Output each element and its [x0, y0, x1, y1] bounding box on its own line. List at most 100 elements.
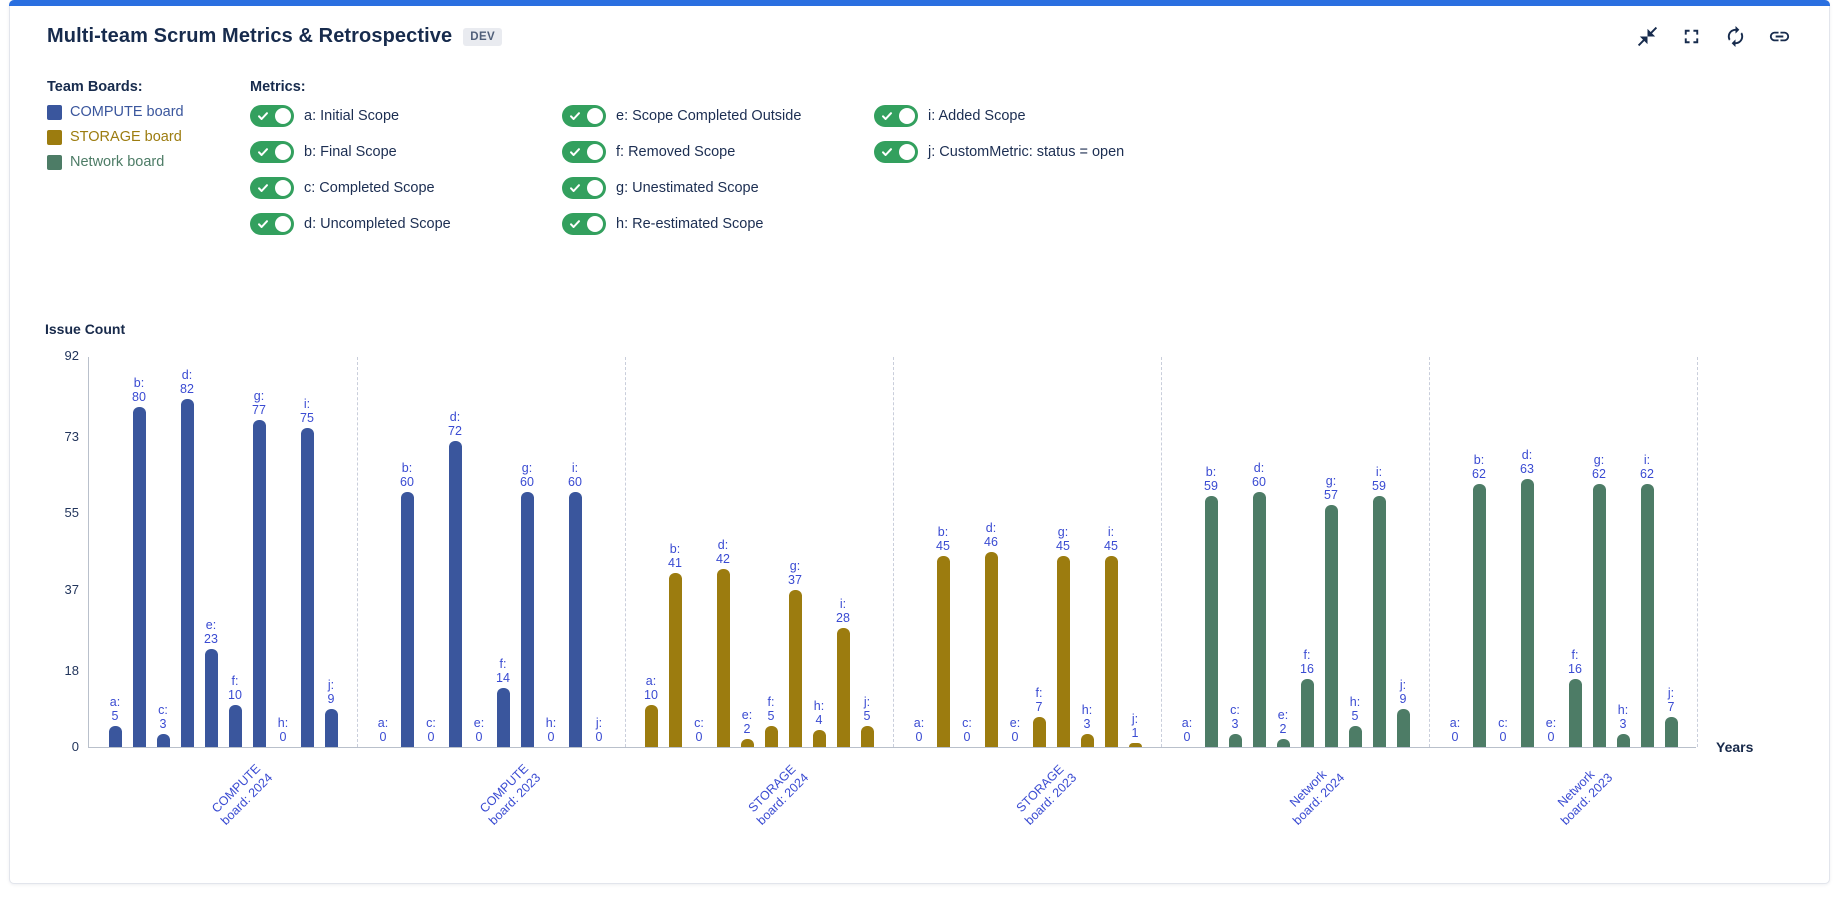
metrics-column: e: Scope Completed Outside f: Removed Sco…: [562, 105, 874, 235]
legend-board-item[interactable]: COMPUTE board: [47, 104, 184, 120]
metric-toggle[interactable]: [874, 141, 918, 163]
metric-toggle[interactable]: [250, 177, 294, 199]
bar-value-label: g: 60: [520, 461, 534, 489]
metric-toggle[interactable]: [562, 141, 606, 163]
metric-bar[interactable]: [1080, 734, 1094, 747]
metric-bar[interactable]: [400, 492, 414, 747]
bar-value-label: h: 4: [813, 699, 825, 727]
metric-bar[interactable]: [496, 687, 510, 747]
board-label: STORAGE board: [70, 129, 182, 145]
metric-bar[interactable]: [1228, 734, 1242, 747]
bar-value-label: b: 62: [1472, 452, 1486, 481]
bar-value-label: d: 63: [1520, 448, 1534, 477]
bar-value-label: c: 0: [426, 716, 436, 744]
metric-bar[interactable]: [1276, 738, 1290, 747]
metric-label: h: Re-estimated Scope: [616, 216, 764, 232]
metric-toggle[interactable]: [250, 213, 294, 235]
metric-bar[interactable]: [740, 738, 754, 747]
bar-value-label: a: 0: [1181, 716, 1193, 744]
metric-bar[interactable]: [668, 572, 682, 747]
metric-bar[interactable]: [156, 734, 170, 747]
metric-bar[interactable]: [180, 398, 194, 747]
toggle-knob: [899, 108, 915, 124]
bar-value-label: h: 0: [277, 716, 289, 744]
bar-value-label: f: 7: [1035, 686, 1043, 715]
link-icon[interactable]: [1768, 25, 1791, 48]
metric-bar[interactable]: [1616, 734, 1630, 747]
collapse-icon[interactable]: [1636, 25, 1659, 48]
metric-bar[interactable]: [1128, 742, 1142, 747]
metric-toggle[interactable]: [250, 105, 294, 127]
metric-bar[interactable]: [108, 725, 122, 747]
metric-bar[interactable]: [1640, 483, 1654, 747]
board-color-swatch: [47, 129, 62, 145]
metric-bar[interactable]: [1032, 717, 1046, 747]
y-tick-label: 18: [64, 662, 79, 678]
metric-bar[interactable]: [1204, 496, 1218, 747]
metric-bar[interactable]: [716, 568, 730, 747]
metric-toggle-row: i: Added Scope: [874, 105, 1186, 127]
metric-toggle[interactable]: [562, 213, 606, 235]
legend-board-item[interactable]: Network board: [47, 154, 184, 170]
metric-bar[interactable]: [1396, 708, 1410, 747]
metric-bar[interactable]: [568, 492, 582, 747]
metric-bar[interactable]: [300, 428, 314, 747]
metrics-column: a: Initial Scope b: Final Scope c: Complet…: [250, 105, 562, 235]
dashboard-gadget-card: Multi-team Scrum Metrics & Retrospective…: [9, 0, 1830, 884]
metric-bar[interactable]: [1300, 679, 1314, 747]
metric-bar[interactable]: [812, 730, 826, 747]
bar-value-label: j: 9: [1399, 677, 1407, 706]
check-icon: [570, 220, 580, 228]
fullscreen-icon[interactable]: [1680, 25, 1703, 48]
bar-value-label: d: 72: [448, 410, 462, 438]
metric-toggle[interactable]: [874, 105, 918, 127]
bar-value-label: a: 0: [913, 716, 925, 744]
metric-bar[interactable]: [132, 407, 146, 747]
metric-bar[interactable]: [1472, 483, 1486, 747]
bar-value-label: c: 0: [1498, 716, 1508, 744]
legend-board-item[interactable]: STORAGE board: [47, 129, 184, 145]
metric-toggle-row: f: Removed Scope: [562, 141, 874, 163]
bar-value-label: i: 62: [1640, 452, 1654, 481]
group-separator: [625, 357, 626, 747]
y-tick-label: 55: [64, 505, 79, 521]
metric-bar[interactable]: [1568, 679, 1582, 747]
metric-bar[interactable]: [1592, 483, 1606, 747]
metric-bar[interactable]: [764, 725, 778, 747]
metric-bar[interactable]: [644, 704, 658, 747]
metric-bar[interactable]: [1252, 492, 1266, 747]
metric-bar[interactable]: [788, 589, 802, 747]
metric-toggle-row: g: Unestimated Scope: [562, 177, 874, 199]
metric-bar[interactable]: [936, 555, 950, 747]
metric-bar[interactable]: [1348, 725, 1362, 747]
bar-value-label: e: 2: [741, 707, 753, 736]
bar-value-label: c: 3: [1230, 703, 1240, 732]
toggle-knob: [587, 108, 603, 124]
metric-bar[interactable]: [836, 628, 850, 747]
metric-bar[interactable]: [448, 441, 462, 747]
metric-bar[interactable]: [1664, 717, 1678, 747]
metric-bar[interactable]: [1056, 555, 1070, 747]
metric-bar[interactable]: [1324, 504, 1338, 747]
metric-bar[interactable]: [1372, 496, 1386, 747]
metric-label: a: Initial Scope: [304, 108, 400, 124]
toggle-knob: [275, 180, 291, 196]
metric-toggle[interactable]: [562, 105, 606, 127]
bar-value-label: c: 3: [158, 703, 168, 732]
metric-bar[interactable]: [520, 492, 534, 747]
metric-bar[interactable]: [228, 704, 242, 747]
toggle-knob: [275, 216, 291, 232]
metric-bar[interactable]: [1520, 479, 1534, 747]
metric-label: i: Added Scope: [928, 108, 1026, 124]
metric-bar[interactable]: [252, 419, 266, 747]
metric-bar[interactable]: [324, 708, 338, 747]
refresh-icon[interactable]: [1724, 25, 1747, 48]
metric-bar[interactable]: [860, 725, 874, 747]
metric-bar[interactable]: [1104, 555, 1118, 747]
bar-value-label: b: 59: [1204, 465, 1218, 494]
metric-bar[interactable]: [204, 649, 218, 747]
metric-toggle-row: h: Re-estimated Scope: [562, 213, 874, 235]
metric-toggle[interactable]: [562, 177, 606, 199]
metric-toggle[interactable]: [250, 141, 294, 163]
metric-bar[interactable]: [984, 551, 998, 747]
